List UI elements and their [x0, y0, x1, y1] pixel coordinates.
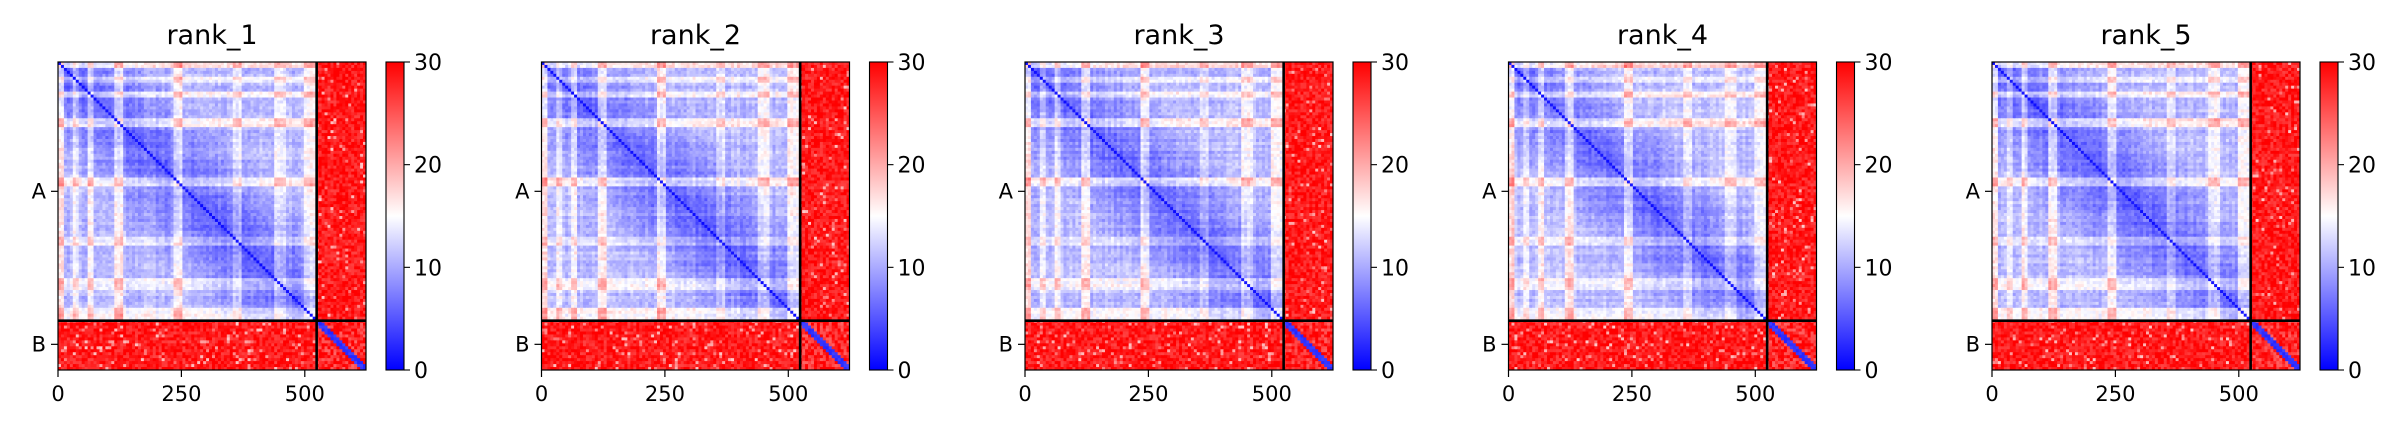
panel-rank_5: rank_5 0 250 500 A B 0 10 20 30	[1966, 20, 2376, 406]
colorbar	[2320, 62, 2338, 370]
panel-title: rank_4	[1617, 20, 1708, 51]
y-tick-label: B	[999, 332, 1013, 356]
x-tick-label: 0	[535, 382, 548, 406]
x-tick-label: 250	[645, 382, 685, 406]
y-tick-label: A	[515, 179, 530, 203]
colorbar	[1353, 62, 1371, 370]
panel-title: rank_1	[166, 20, 257, 51]
panel-title: rank_3	[1133, 20, 1224, 51]
x-tick-label: 250	[1128, 382, 1168, 406]
colorbar-tick-label: 20	[898, 154, 926, 179]
colorbar-tick-label: 0	[414, 359, 428, 384]
y-tick-label: A	[999, 179, 1014, 203]
x-tick-label: 500	[768, 382, 808, 406]
panel-title: rank_2	[650, 20, 741, 51]
x-tick-label: 250	[1612, 382, 1652, 406]
colorbar-tick-label: 20	[1865, 154, 1893, 179]
colorbar-tick-label: 20	[2348, 154, 2376, 179]
colorbar-tick-label: 20	[414, 154, 442, 179]
colorbar-tick-label: 10	[2348, 256, 2376, 281]
colorbar-tick-label: 10	[1865, 256, 1893, 281]
y-tick-label: B	[32, 332, 46, 356]
heatmap-cells	[1025, 62, 1334, 371]
y-tick-label: B	[1966, 332, 1980, 356]
colorbar-tick-label: 30	[414, 51, 442, 76]
panel-rank_2: rank_2 0 250 500 A B 0 10 20 30	[515, 20, 925, 406]
panel-rank_4: rank_4 0 250 500 A B 0 10 20 30	[1482, 20, 1892, 406]
x-tick-label: 0	[1018, 382, 1031, 406]
colorbar-tick-label: 0	[2348, 359, 2362, 384]
heatmap-cells	[542, 62, 851, 371]
colorbar	[1837, 62, 1855, 370]
colorbar-tick-label: 10	[1381, 256, 1409, 281]
panel-title: rank_5	[2100, 20, 2191, 51]
x-tick-label: 500	[1735, 382, 1775, 406]
colorbar-tick-label: 0	[1865, 359, 1879, 384]
panel-rank_1: rank_1 0 250 500 A B 0 10 20 30	[32, 20, 442, 406]
colorbar-tick-label: 30	[898, 51, 926, 76]
x-tick-label: 500	[285, 382, 325, 406]
y-tick-label: A	[32, 179, 47, 203]
y-tick-label: A	[1482, 179, 1497, 203]
colorbar-tick-label: 20	[1381, 154, 1409, 179]
colorbar	[870, 62, 888, 370]
colorbar	[386, 62, 404, 370]
x-tick-label: 0	[51, 382, 64, 406]
x-tick-label: 0	[1985, 382, 1998, 406]
x-tick-label: 250	[161, 382, 201, 406]
x-tick-label: 500	[2219, 382, 2259, 406]
colorbar-tick-label: 10	[414, 256, 442, 281]
heatmap-cells	[58, 62, 367, 371]
x-tick-label: 250	[2095, 382, 2135, 406]
x-tick-label: 0	[1502, 382, 1515, 406]
heatmap-cells	[1509, 62, 1818, 371]
colorbar-tick-label: 10	[898, 256, 926, 281]
x-tick-label: 500	[1252, 382, 1292, 406]
colorbar-tick-label: 0	[1381, 359, 1395, 384]
heatmap-cells	[1992, 62, 2301, 371]
y-tick-label: B	[515, 332, 529, 356]
colorbar-tick-label: 30	[1865, 51, 1893, 76]
colorbar-tick-label: 0	[898, 359, 912, 384]
y-tick-label: A	[1966, 179, 1981, 203]
colorbar-tick-label: 30	[2348, 51, 2376, 76]
y-tick-label: B	[1482, 332, 1496, 356]
colorbar-tick-label: 30	[1381, 51, 1409, 76]
panel-rank_3: rank_3 0 250 500 A B 0 10 20 30	[999, 20, 1409, 406]
